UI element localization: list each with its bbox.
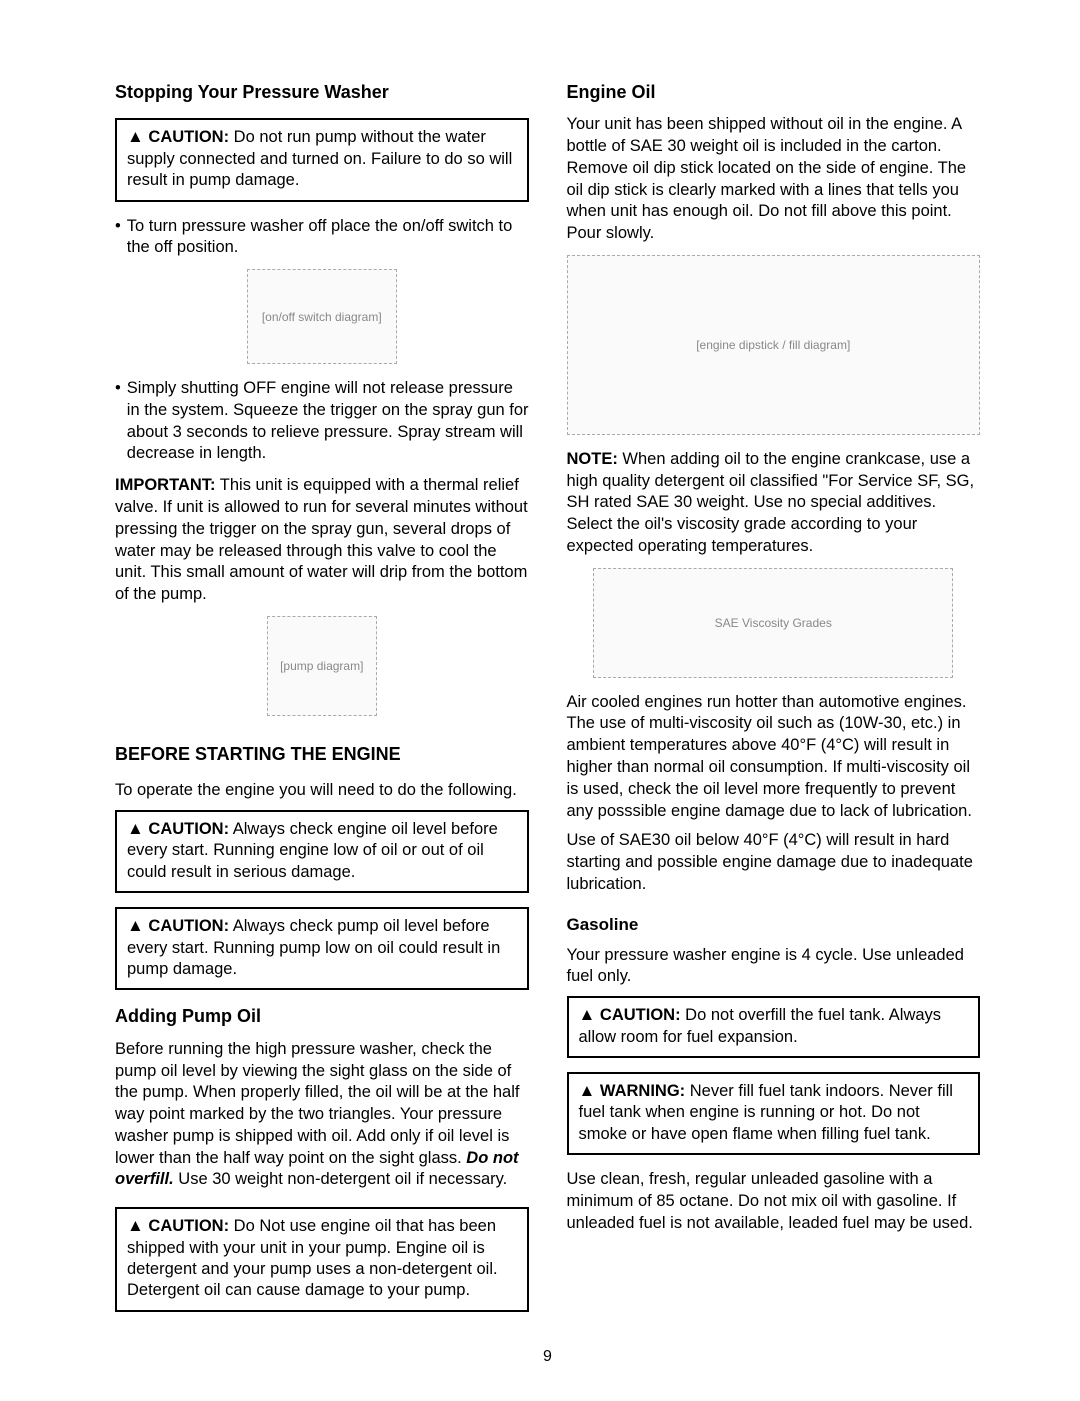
caution-box-engine-oil-level: ▲ CAUTION: Always check engine oil level… [115, 810, 529, 893]
pump-oil-paragraph: Before running the high pressure washer,… [115, 1039, 529, 1191]
pump-oil-text-b: Use 30 weight non-detergent oil if neces… [174, 1170, 508, 1188]
sae30-paragraph: Use of SAE30 oil below 40°F (4°C) will r… [567, 830, 981, 895]
caution-box-pump-oil-level: ▲ CAUTION: Always check pump oil level b… [115, 907, 529, 990]
warning-box-fuel-indoor: ▲ WARNING: Never fill fuel tank indoors.… [567, 1072, 981, 1155]
gasoline-intro: Your pressure washer engine is 4 cycle. … [567, 945, 981, 989]
important-lead: IMPORTANT: [115, 476, 216, 494]
bullet-text: To turn pressure washer off place the on… [127, 216, 529, 260]
note-text: When adding oil to the engine crankcase,… [567, 450, 975, 555]
pump-oil-text-a: Before running the high pressure washer,… [115, 1040, 519, 1167]
figure-onoff-switch: [on/off switch diagram] [247, 269, 397, 364]
caution-icon: ▲ [127, 916, 144, 935]
before-intro: To operate the engine you will need to d… [115, 780, 529, 802]
gasoline-octane-paragraph: Use clean, fresh, regular unleaded gasol… [567, 1169, 981, 1234]
figure-pump: [pump diagram] [267, 616, 377, 716]
caution-lead: CAUTION: [148, 128, 229, 146]
page-number: 9 [115, 1346, 980, 1368]
heading-engine-oil: Engine Oil [567, 80, 981, 104]
caution-icon: ▲ [127, 819, 144, 838]
left-column: Stopping Your Pressure Washer ▲ CAUTION:… [115, 80, 529, 1326]
caution-box-pump-water: ▲ CAUTION: Do not run pump without the w… [115, 118, 529, 201]
caution-icon: ▲ [127, 1216, 144, 1235]
caution-icon: ▲ [579, 1005, 596, 1024]
bullet-off-switch: • To turn pressure washer off place the … [115, 216, 529, 260]
caution-lead: CAUTION: [148, 1217, 229, 1235]
bullet-release-pressure: • Simply shutting OFF engine will not re… [115, 378, 529, 465]
heading-stopping: Stopping Your Pressure Washer [115, 80, 529, 104]
figure-sae-viscosity-chart: SAE Viscosity Grades [593, 568, 953, 678]
important-text: This unit is equipped with a thermal rel… [115, 476, 528, 603]
note-paragraph: NOTE: When adding oil to the engine cran… [567, 449, 981, 558]
engine-oil-paragraph: Your unit has been shipped without oil i… [567, 114, 981, 245]
caution-box-engine-oil-in-pump: ▲ CAUTION: Do Not use engine oil that ha… [115, 1207, 529, 1312]
page-container: Stopping Your Pressure Washer ▲ CAUTION:… [115, 80, 980, 1326]
bullet-dot: • [115, 216, 121, 260]
heading-adding-pump-oil: Adding Pump Oil [115, 1004, 529, 1028]
aircooled-paragraph: Air cooled engines run hotter than autom… [567, 692, 981, 823]
heading-before-starting: BEFORE STARTING THE ENGINE [115, 742, 529, 766]
caution-lead: CAUTION: [600, 1006, 681, 1024]
caution-icon: ▲ [127, 127, 144, 146]
note-lead: NOTE: [567, 450, 618, 468]
warning-lead: WARNING: [600, 1082, 685, 1100]
right-column: Engine Oil Your unit has been shipped wi… [567, 80, 981, 1326]
heading-gasoline: Gasoline [567, 914, 981, 937]
bullet-text: Simply shutting OFF engine will not rele… [127, 378, 529, 465]
caution-lead: CAUTION: [148, 820, 229, 838]
bullet-dot: • [115, 378, 121, 465]
warning-icon: ▲ [579, 1081, 596, 1100]
important-paragraph: IMPORTANT: This unit is equipped with a … [115, 475, 529, 606]
caution-lead: CAUTION: [148, 917, 229, 935]
figure-engine-dipstick: [engine dipstick / fill diagram] [567, 255, 981, 435]
caution-box-fuel-overfill: ▲ CAUTION: Do not overfill the fuel tank… [567, 996, 981, 1058]
